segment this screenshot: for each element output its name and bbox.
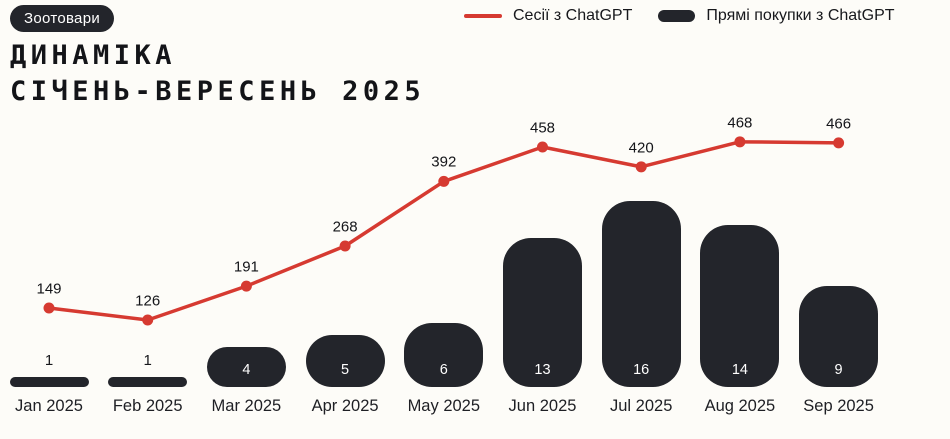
bar-may-2025: 6 <box>404 322 484 387</box>
line-value-label: 468 <box>727 114 753 132</box>
x-axis-label: Feb 2025 <box>112 397 183 415</box>
x-axis-label: Jun 2025 <box>508 397 577 415</box>
bar-value-label: 16 <box>633 362 650 378</box>
chart-legend: Сесії з ChatGPT Прямі покупки з ChatGPT <box>464 4 895 28</box>
data-point-marker <box>734 136 746 148</box>
bar-value-label: 1 <box>143 352 152 369</box>
bar-aug-2025: 14 <box>700 225 780 387</box>
line-value-label: 466 <box>826 115 852 133</box>
x-axis-label: Mar 2025 <box>211 397 282 415</box>
legend-label-sessions: Сесії з ChatGPT <box>513 7 633 24</box>
bar-value-label: 9 <box>834 362 843 378</box>
data-point-marker <box>833 137 845 149</box>
bar-sep-2025: 9 <box>799 286 879 387</box>
bar-feb-2025 <box>108 377 188 387</box>
line-value-label: 392 <box>431 153 457 171</box>
data-point-marker <box>537 141 548 153</box>
bar-jul-2025: 16 <box>601 200 681 387</box>
line-value-label: 149 <box>36 280 62 298</box>
x-axis-label: Jul 2025 <box>609 397 673 415</box>
line-value-label: 126 <box>135 292 161 310</box>
data-point-marker <box>339 240 351 252</box>
bar-value-label: 4 <box>242 362 251 378</box>
title-line1: ДИНАМІКА <box>10 40 177 71</box>
legend-item-sessions: Сесії з ChatGPT <box>464 7 632 25</box>
bar-value-label: 13 <box>534 362 551 378</box>
line-value-label: 268 <box>332 218 358 236</box>
bar-value-label: 5 <box>341 362 350 378</box>
x-axis-label: Jan 2025 <box>15 397 83 415</box>
bar-value-label: 14 <box>731 362 748 378</box>
data-point-marker <box>240 280 252 292</box>
x-axis-label: Aug 2025 <box>704 397 776 415</box>
bar-mar-2025: 4 <box>206 347 286 387</box>
bar-apr-2025: 5 <box>305 334 385 387</box>
legend-item-purchases: Прямі покупки з ChatGPT <box>658 7 895 25</box>
data-point-marker <box>142 314 154 326</box>
x-axis-label: May 2025 <box>407 397 481 415</box>
bar-series-marker-icon <box>658 10 696 22</box>
x-axis-label: Apr 2025 <box>311 397 379 415</box>
line-value-label: 458 <box>529 119 556 137</box>
data-point-marker <box>43 302 55 314</box>
bar-jun-2025: 13 <box>503 237 582 387</box>
x-axis-label: Sep 2025 <box>803 397 874 415</box>
bar-jan-2025 <box>9 377 89 387</box>
legend-label-purchases: Прямі покупки з ChatGPT <box>706 7 895 24</box>
page-title: ДИНАМІКА СІЧЕНЬ-ВЕРЕСЕНЬ 2025 <box>10 38 425 110</box>
bar-value-label: 1 <box>44 352 54 369</box>
line-series-marker-icon <box>464 14 502 18</box>
line-value-label: 191 <box>233 258 259 276</box>
bar-value-label: 6 <box>439 362 448 378</box>
category-badge: Зоотовари <box>10 5 115 32</box>
data-point-marker <box>438 175 450 187</box>
title-line2: СІЧЕНЬ-ВЕРЕСЕНЬ 2025 <box>10 76 426 107</box>
data-point-marker <box>635 161 647 173</box>
line-value-label: 420 <box>628 139 654 157</box>
